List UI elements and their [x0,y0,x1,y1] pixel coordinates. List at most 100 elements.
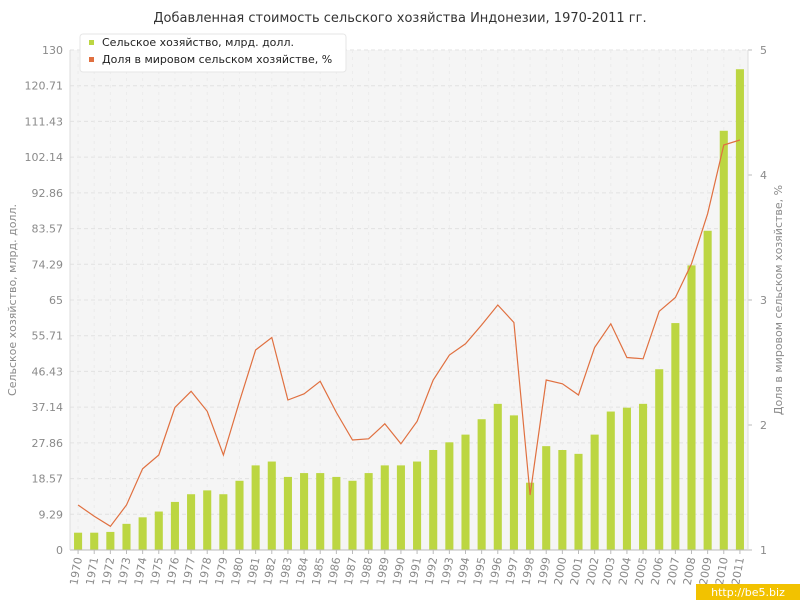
bar-2006 [655,369,664,550]
bar-1991 [413,461,422,550]
x-tick-label: 1983 [277,556,295,586]
bar-1987 [348,480,357,550]
left-tick-label: 74.29 [32,258,64,271]
bar-1990 [396,465,405,550]
x-tick-label: 2004 [616,556,634,586]
left-tick-label: 65 [49,294,63,307]
legend-box [79,33,347,73]
left-axis-title: Сельское хозяйство, млрд. долл. [6,204,19,396]
x-tick-label: 1974 [132,556,150,586]
x-tick-label: 1984 [293,556,311,586]
watermark-background [696,584,800,600]
bar-1983 [283,476,292,550]
right-tick-label: 5 [760,44,767,57]
x-tick-label: 1986 [326,556,344,586]
x-tick-label: 1985 [310,556,328,586]
bar-1982 [267,461,276,550]
bar-1989 [380,465,389,550]
right-axis-ticks: 1 2 3 4 5 [748,44,767,557]
bar-1995 [477,419,486,550]
bar-1971 [90,532,99,550]
x-tick-label: 1992 [423,556,441,586]
bar-1997 [509,415,518,550]
left-axis-ticks: 0 9.29 18.57 27.86 37.14 46.43 55.71 65 74.29 83.… [25,44,64,557]
x-tick-label: 2007 [665,556,683,586]
right-axis-title: Доля в мировом сельском хозяйстве, % [772,185,785,415]
x-tick-label: 1976 [164,556,182,586]
x-tick-label: 2008 [681,556,699,586]
x-tick-label: 1980 [229,556,247,586]
x-tick-label: 1994 [455,556,473,586]
x-tick-label: 2005 [632,556,650,586]
left-tick-label: 120.71 [25,80,64,93]
x-tick-label: 1997 [503,556,521,586]
x-tick-label: 2011 [729,556,747,586]
x-tick-label: 1981 [245,556,263,586]
right-tick-label: 1 [760,544,767,557]
bar-series [74,69,744,550]
x-tick-label: 2009 [697,556,715,586]
x-tick-label: 1993 [439,556,457,586]
bar-1998 [526,482,535,550]
bar-1973 [122,523,131,550]
left-tick-label: 102.14 [25,151,64,164]
bar-1999 [542,446,551,550]
x-tick-label: 1982 [261,556,279,586]
legend-label-bars: Сельское хозяйство, млрд. долл. [102,36,294,49]
grid [70,49,748,550]
bar-1993 [445,442,454,550]
x-tick-label: 1971 [84,556,102,586]
bar-1970 [74,532,83,550]
left-tick-label: 130 [42,44,63,57]
left-tick-label: 55.71 [32,330,64,343]
x-axis-ticks: 1970197119721973197419751976197719781979… [67,550,747,586]
right-tick-label: 3 [760,294,767,307]
bar-2009 [703,230,712,550]
x-tick-label: 1970 [67,556,85,586]
x-tick-label: 1989 [374,556,392,586]
watermark-text: http://be5.biz [711,586,785,599]
left-tick-label: 18.57 [32,473,64,486]
share-line [77,139,741,528]
bar-1978 [203,490,212,550]
bar-2011 [735,69,744,550]
x-tick-label: 2001 [568,556,586,586]
left-tick-label: 9.29 [39,508,64,521]
bar-1988 [364,473,373,550]
right-tick-label: 4 [760,169,767,182]
x-tick-label: 1987 [342,556,360,586]
x-tick-label: 1973 [116,556,134,586]
bar-1981 [251,465,260,550]
x-tick-label: 1995 [471,556,489,586]
x-tick-label: 1972 [100,556,118,586]
x-tick-label: 2006 [649,556,667,586]
x-tick-label: 2003 [600,556,618,586]
chart-title: Добавленная стоимость сельского хозяйств… [153,11,646,26]
bar-1985 [316,473,325,550]
x-tick-label: 1975 [148,556,166,586]
bar-2005 [639,403,648,550]
legend-label-line: Доля в мировом сельском хозяйстве, % [102,53,332,66]
x-tick-label: 1996 [487,556,505,586]
x-tick-label: 1977 [180,556,198,586]
bar-1972 [106,531,115,550]
legend: Сельское хозяйство, млрд. долл. Доля в м… [79,33,347,73]
bar-1976 [170,501,179,550]
bar-2008 [687,265,696,550]
bar-2001 [574,453,583,550]
right-tick-label: 2 [760,419,767,432]
bar-1975 [154,511,163,550]
legend-swatch-line [89,57,94,62]
bar-1974 [138,517,147,550]
x-tick-label: 1991 [406,556,424,586]
left-tick-label: 27.86 [32,437,64,450]
left-tick-label: 46.43 [32,365,64,378]
bar-1979 [219,494,228,550]
bar-2007 [671,323,680,550]
x-tick-label: 2002 [584,556,602,586]
left-tick-label: 37.14 [32,401,64,414]
bar-2003 [606,411,615,550]
legend-swatch-bars [89,40,94,45]
bar-1980 [235,480,244,550]
bar-1984 [300,473,309,550]
